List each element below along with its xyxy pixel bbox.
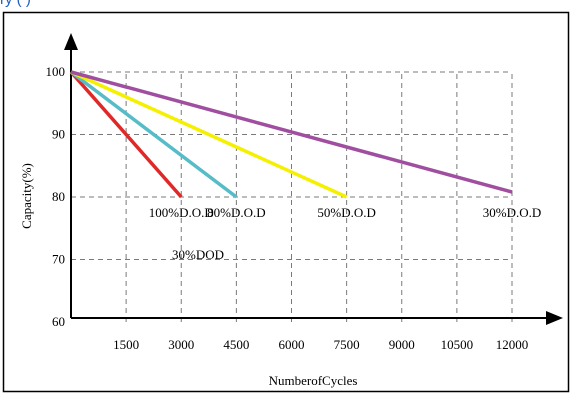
chart-frame: [2, 11, 570, 393]
y-tick-label-60: 60: [52, 314, 65, 329]
tick-labels: 60 70 80 90 100 1500 3000 4500 6000 7500 9000 10500…: [46, 64, 529, 352]
x-tick-label-10500: 10500: [441, 337, 474, 352]
x-axis-arrow: [546, 311, 563, 325]
series-label-3: 30%D.O.D: [483, 205, 542, 220]
top-caption-fragment: ry ( ): [0, 0, 31, 9]
series-label-0: 100%D.O.D: [149, 205, 214, 220]
series-line-0: [69, 70, 183, 199]
series-lines: [69, 70, 513, 199]
y-tick-label-80: 80: [52, 189, 65, 204]
x-axis-title: NumberofCycles: [269, 373, 358, 388]
series-label-2: 50%D.O.D: [317, 205, 376, 220]
x-tick-label-4500: 4500: [223, 337, 249, 352]
y-tick-label-70: 70: [52, 252, 65, 267]
series-label-1: 80%D.O.D: [207, 205, 266, 220]
y-axis-arrow: [64, 33, 78, 50]
x-tick-label-12000: 12000: [496, 337, 529, 352]
x-tick-label-1500: 1500: [113, 337, 139, 352]
x-tick-label-6000: 6000: [279, 337, 305, 352]
y-tick-label-100: 100: [46, 64, 66, 79]
x-tick-label-7500: 7500: [334, 337, 360, 352]
series-labels: 100%D.O.D80%D.O.D 50%D.O.D 30%D.O.D: [149, 205, 542, 220]
grid-lines: [71, 71, 513, 322]
annotation-30-dod: 30%DOD: [172, 247, 224, 262]
series-line-3: [70, 70, 513, 194]
x-tick-label-3000: 3000: [168, 337, 194, 352]
y-tick-label-90: 90: [52, 127, 65, 142]
x-tick-label-9000: 9000: [389, 337, 415, 352]
series-line-1: [69, 70, 238, 199]
axes: [64, 33, 563, 325]
y-axis-title: Capacity(%): [19, 163, 34, 229]
series-line-2: [70, 70, 348, 199]
